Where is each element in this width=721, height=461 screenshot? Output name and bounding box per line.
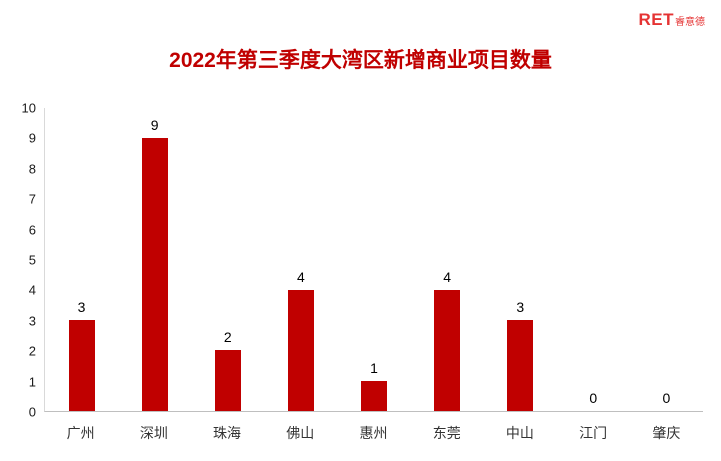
bar <box>214 350 241 411</box>
bar <box>68 320 95 411</box>
bar-group: 1 <box>337 108 410 411</box>
bar-value-label: 0 <box>662 390 671 406</box>
bar-group: 0 <box>630 108 703 411</box>
x-axis-category-label: 江门 <box>579 424 608 441</box>
chart-title: 2022年第三季度大湾区新增商业项目数量 <box>169 49 552 72</box>
y-tick-label: 9 <box>28 130 36 146</box>
y-tick-label: 10 <box>21 100 36 116</box>
bar-value-label: 3 <box>516 299 525 316</box>
bar-value-label: 3 <box>77 299 86 316</box>
bar <box>507 320 534 411</box>
bar-value-label: 1 <box>370 359 378 376</box>
bar-value-label: 2 <box>223 329 232 346</box>
y-tick-label: 0 <box>28 404 36 420</box>
y-tick-label: 2 <box>28 343 36 359</box>
y-tick-label: 6 <box>28 222 36 238</box>
bar <box>141 138 168 411</box>
x-axis-category-label: 佛山 <box>286 424 315 441</box>
x-axis-category-label: 惠州 <box>359 424 388 441</box>
brand-logo: RET 睿意德 <box>639 10 706 30</box>
y-tick-label: 7 <box>28 191 36 207</box>
bar <box>360 380 387 411</box>
y-axis: 0 1 2 3 4 5 6 7 8 9 10 <box>14 102 44 419</box>
bar-value-label: 0 <box>589 390 598 406</box>
logo-ret-text: RET <box>638 10 674 29</box>
y-tick-label: 8 <box>28 161 36 177</box>
bar-group: 2 <box>191 108 264 411</box>
bar-group: 3 <box>45 108 118 411</box>
bar <box>287 289 314 411</box>
x-axis-category-label: 中山 <box>505 424 534 441</box>
bar <box>434 289 461 411</box>
bar-group: 3 <box>484 108 557 411</box>
bar-chart: 0 1 2 3 4 5 6 7 8 9 10 3 9 2 4 1 4 3 0 0 广州 深圳 珠海 佛山 惠州 东莞 中山 江门 肇… <box>14 102 703 453</box>
bar-value-label: 4 <box>443 268 451 285</box>
x-axis-category-label: 东莞 <box>432 424 461 441</box>
bar-group: 4 <box>264 108 337 411</box>
x-axis-category-label: 珠海 <box>213 424 242 441</box>
logo-cn-text: 睿意德 <box>675 17 705 28</box>
y-tick-label: 3 <box>28 313 36 329</box>
x-axis-labels: 广州 深圳 珠海 佛山 惠州 东莞 中山 江门 肇庆 <box>44 412 703 453</box>
x-axis-category-label: 深圳 <box>139 424 168 441</box>
x-axis-category-label: 肇庆 <box>652 424 681 441</box>
y-tick-label: 1 <box>28 374 36 390</box>
plot-wrap: 3 9 2 4 1 4 3 0 0 广州 深圳 珠海 佛山 惠州 东莞 中山 江门 肇庆 <box>44 108 703 453</box>
y-tick-label: 4 <box>28 282 36 298</box>
bar-group: 0 <box>557 108 630 411</box>
x-axis-category-label: 广州 <box>66 424 95 441</box>
bar-value-label: 4 <box>296 268 305 285</box>
plot-area: 3 9 2 4 1 4 3 0 0 <box>44 108 703 412</box>
bar-value-label: 9 <box>150 117 159 134</box>
bar-group: 4 <box>411 108 484 411</box>
bar-group: 9 <box>118 108 191 411</box>
y-tick-label: 5 <box>28 252 36 268</box>
